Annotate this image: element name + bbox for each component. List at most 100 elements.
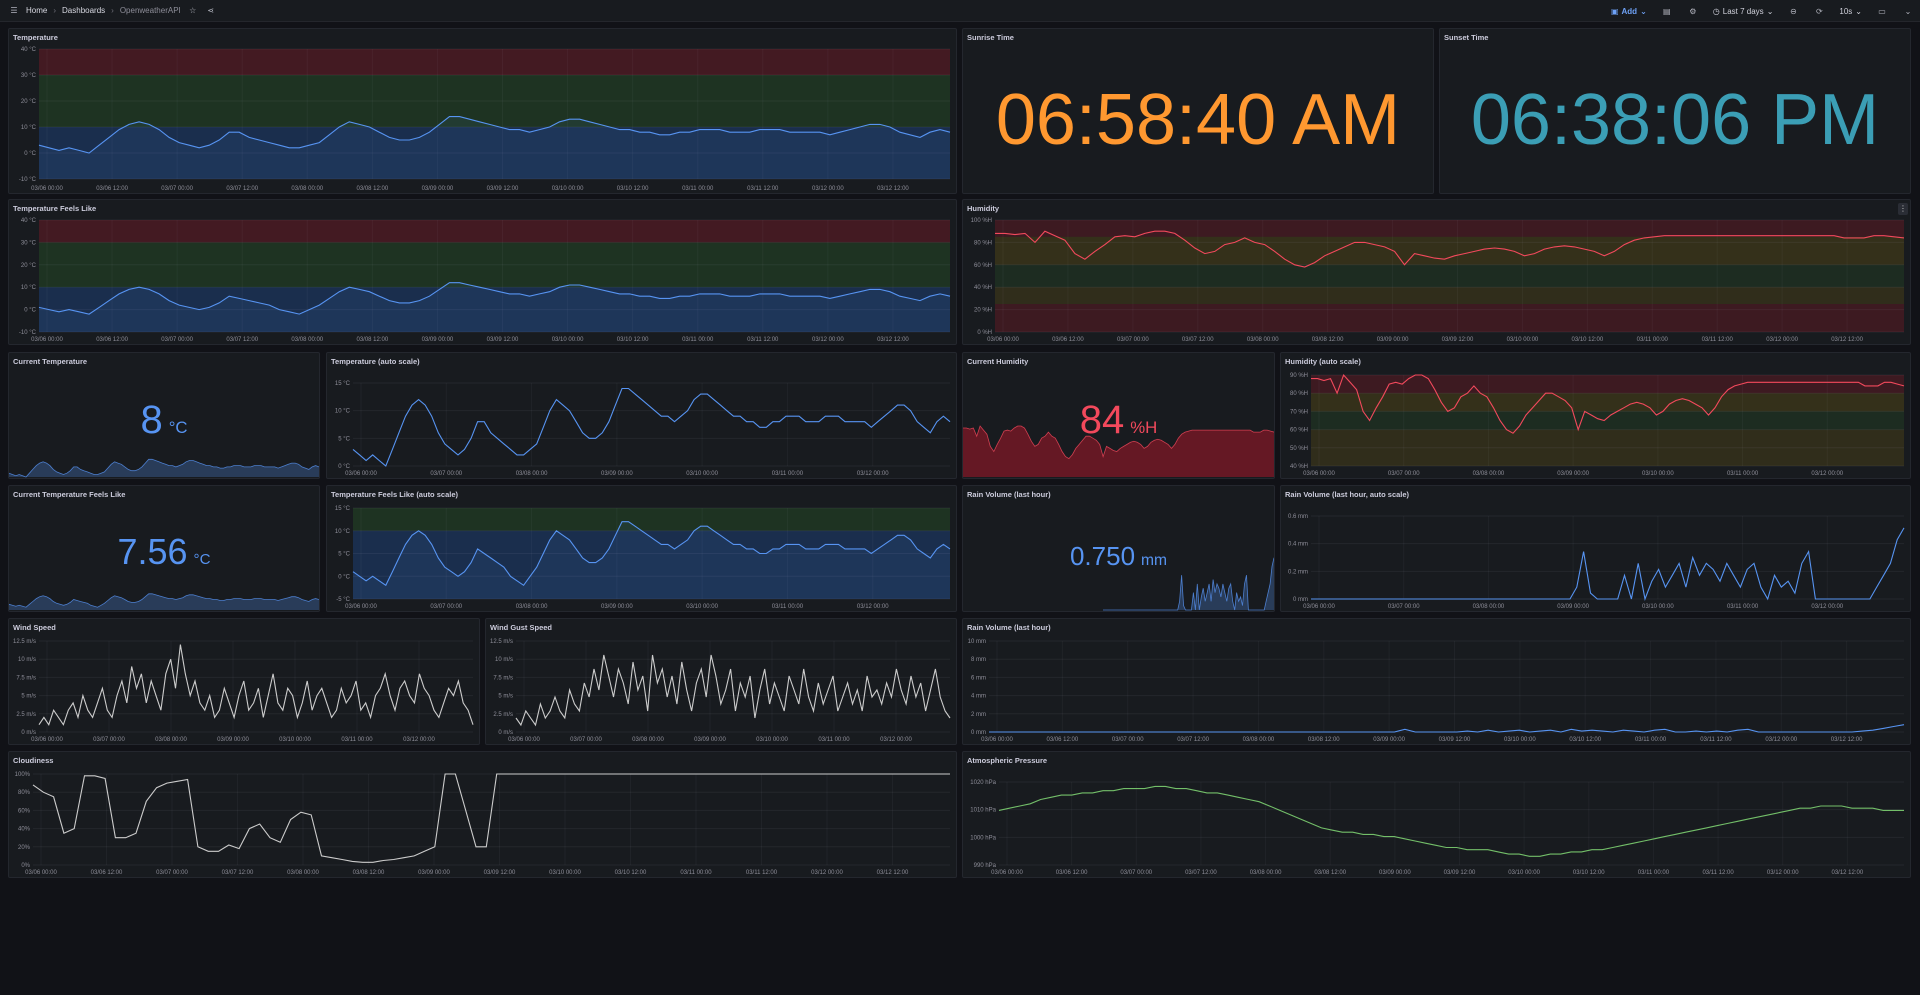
x-tick-label: 03/10 12:00 [617,186,649,192]
breadcrumb-dashboards[interactable]: Dashboards [62,6,106,15]
panel-temperature[interactable]: Temperature 40 °C 30 °C 20 °C 10 °C 0 °C -10 … [8,28,957,194]
panel-atmospheric-pressure[interactable]: Atmospheric Pressure 1020 hPa 1010 hPa 100… [962,751,1911,878]
add-button[interactable]: ▣ Add ⌄ [1610,6,1647,16]
x-tick-label: 03/08 12:00 [1314,870,1346,876]
collapse-chevron-icon[interactable]: ⌄ [1904,6,1912,16]
y-tick-label: -5 °C [336,597,350,603]
refresh-interval-picker[interactable]: 10s ⌄ [1839,6,1862,16]
sparkline-line [1103,557,1274,611]
x-tick-label: 03/09 12:00 [1444,870,1476,876]
y-tick-label: 12.5 m/s [13,639,36,645]
panel-wind-gust-speed[interactable]: Wind Gust Speed 12.5 m/s 10 m/s 7.5 m/s 5 m… [485,618,957,745]
threshold-band [995,220,1904,237]
settings-gear-icon[interactable]: ⚙ [1689,6,1697,16]
panel-temperature-auto-scale[interactable]: Temperature (auto scale) 15 °C 10 °C 5 °C 0… [326,352,957,479]
share-icon[interactable]: ⋖ [207,6,215,15]
sparkline-line [963,425,1274,460]
x-tick-label: 03/07 00:00 [430,604,462,610]
panel-sunset-time[interactable]: Sunset Time 06:38:06 PM [1439,28,1911,194]
x-tick-label: 03/06 00:00 [1303,604,1335,610]
y-tick-label: -10 °C [19,330,37,336]
x-tick-label: 03/09 00:00 [601,471,633,477]
x-tick-label: 03/12 12:00 [877,337,909,343]
panel-title: Wind Speed [13,623,56,632]
y-tick-label: 60 %H [1290,428,1308,434]
y-tick-label: 1010 hPa [970,808,996,814]
x-tick-label: 03/09 00:00 [1373,737,1405,743]
panel-temperature-feels-like[interactable]: Temperature Feels Like 40 °C 30 °C 20 °C 10… [8,199,957,345]
x-tick-label: 03/12 00:00 [812,337,844,343]
x-tick-label: 03/08 00:00 [291,186,323,192]
x-tick-label: 03/11 00:00 [772,471,804,477]
series-line [352,387,951,467]
y-tick-label: 0 °C [338,574,350,580]
y-tick-label: 40 %H [974,285,992,291]
current-feels-like-value: 7.56 °C [117,531,211,572]
x-tick-label: 03/06 00:00 [1303,471,1335,477]
y-tick-label: 0 °C [338,464,350,470]
y-tick-label: 100% [15,772,31,778]
panel-cloudiness[interactable]: Cloudiness 100% 80% 60% 40% 20% 0% 03/06 00:00… [8,751,957,878]
breadcrumb-home[interactable]: Home [26,6,48,15]
x-tick-label: 03/12 00:00 [857,604,889,610]
y-tick-label: 7.5 m/s [16,675,36,681]
menu-icon[interactable]: ☰ [10,6,18,15]
panel-current-humidity[interactable]: Current Humidity 84 %H [962,352,1275,479]
panel-wind-speed[interactable]: Wind Speed 12.5 m/s 10 m/s 7.5 m/s 5 m/s 2.5… [8,618,480,745]
threshold-band [353,508,950,531]
x-tick-label: 03/11 00:00 [1727,604,1759,610]
x-tick-label: 03/10 00:00 [686,471,718,477]
x-tick-label: 03/08 12:00 [1312,337,1344,343]
time-range-picker[interactable]: ◷ Last 7 days ⌄ [1712,6,1774,16]
x-tick-label: 03/12 12:00 [1831,337,1863,343]
feels_auto-chart: 15 °C 10 °C 5 °C 0 °C -5 °C03/06 00:00 03/07 … [335,506,951,610]
x-tick-label: 03/11 00:00 [341,737,373,743]
y-tick-label: 5 m/s [21,694,36,700]
x-tick-label: 03/12 00:00 [1767,870,1799,876]
threshold-band [995,287,1904,304]
cloud-chart: 100% 80% 60% 40% 20% 0%03/06 00:00 03/06 12:00… [15,772,950,876]
tv-mode-icon[interactable]: ▭ [1878,6,1886,16]
panel-current-temperature-feels-like[interactable]: Current Temperature Feels Like 7.56 °C [8,485,320,612]
y-tick-label: 80 %H [1290,391,1308,397]
y-tick-label: 40% [18,827,31,833]
panel-title: Temperature (auto scale) [331,357,420,366]
zoom-out-icon[interactable]: ⊖ [1790,6,1797,16]
panel-current-temperature[interactable]: Current Temperature 8 °C [8,352,320,479]
x-tick-label: 03/07 00:00 [93,737,125,743]
save-icon[interactable]: ▤ [1663,6,1671,16]
panel-sunrise-time[interactable]: Sunrise Time 06:58:40 AM [962,28,1434,194]
y-tick-label: 12.5 m/s [490,639,513,645]
x-tick-label: 03/06 00:00 [31,337,63,343]
x-tick-label: 03/07 00:00 [156,870,188,876]
panel-temperature-feels-like-auto-scale[interactable]: Temperature Feels Like (auto scale) 15 °… [326,485,957,612]
y-tick-label: 70 %H [1290,409,1308,415]
panel-menu-icon[interactable]: ⋮ [1898,203,1908,215]
x-tick-label: 03/11 12:00 [747,186,779,192]
x-tick-label: 03/06 00:00 [25,870,57,876]
x-tick-label: 03/09 00:00 [418,870,450,876]
panel-title: Atmospheric Pressure [967,756,1048,765]
x-tick-label: 03/08 12:00 [357,186,389,192]
panel-rain-volume-stat[interactable]: Rain Volume (last hour) 0.750 mm [962,485,1275,612]
y-tick-label: 990 hPa [974,863,997,869]
y-tick-label: 5 m/s [498,694,513,700]
x-tick-label: 03/06 00:00 [31,737,63,743]
series-line [998,785,1904,857]
x-tick-label: 03/08 00:00 [287,870,319,876]
y-tick-label: 10 mm [968,639,986,645]
x-tick-label: 03/08 00:00 [291,337,323,343]
x-tick-label: 03/12 12:00 [1832,870,1864,876]
panel-rain-volume-auto-scale[interactable]: Rain Volume (last hour, auto scale) 0.6 … [1280,485,1911,612]
panel-rain-volume[interactable]: Rain Volume (last hour) 10 mm 8 mm 6 mm 4 m… [962,618,1911,745]
y-tick-label: 4 mm [971,694,986,700]
star-icon[interactable]: ☆ [189,6,197,15]
x-tick-label: 03/11 00:00 [818,737,850,743]
refresh-icon[interactable]: ⟳ [1816,6,1823,16]
panel-title: Rain Volume (last hour) [967,623,1051,632]
panel-humidity[interactable]: Humidity ⋮ 100 %H 80 %H 60 %H 40 %H 20 %H 0 %… [962,199,1911,345]
threshold-band [1311,429,1904,466]
threshold-band [39,287,950,332]
panel-humidity-auto-scale[interactable]: Humidity (auto scale) 90 %H 80 %H 70 %H 60 … [1280,352,1911,479]
humidity-chart: 100 %H 80 %H 60 %H 40 %H 20 %H 0 %H03/06 00:0… [971,218,1905,343]
